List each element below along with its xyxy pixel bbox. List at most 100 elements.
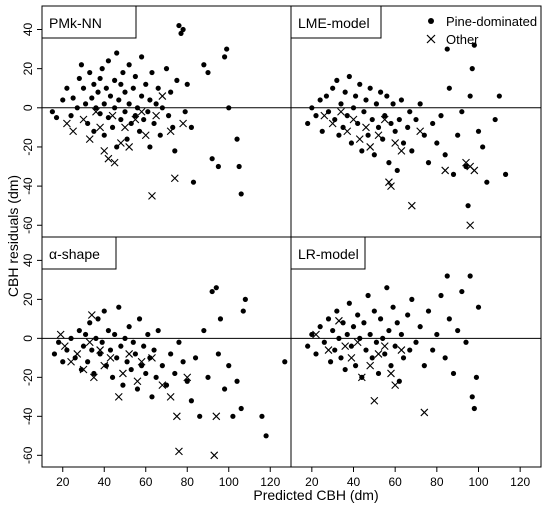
panel-title-box (41, 236, 117, 270)
pine-point (384, 285, 390, 291)
other-point (347, 353, 356, 362)
pine-point (455, 132, 461, 138)
pine-point (145, 109, 151, 115)
other-point (380, 342, 389, 351)
pine-point (163, 66, 170, 72)
other-point (87, 311, 96, 319)
other-point (441, 166, 450, 175)
pine-point (357, 81, 363, 87)
other-point (416, 127, 425, 136)
pine-point (332, 347, 338, 353)
other-point (79, 365, 88, 374)
pine-point (336, 132, 342, 138)
pine-point (496, 93, 502, 99)
x-tick-label: 20 (305, 475, 319, 489)
pine-point (85, 359, 91, 365)
pine-point (375, 370, 382, 377)
other-point (355, 135, 364, 144)
pine-point (126, 101, 132, 107)
pine-point (93, 105, 99, 111)
pine-point (313, 351, 319, 357)
other-point (158, 92, 167, 100)
other-point (385, 178, 393, 187)
other-point (148, 192, 156, 200)
pine-point (344, 331, 350, 338)
pine-point (139, 363, 145, 369)
pine-point (205, 374, 211, 380)
pine-point (159, 363, 165, 369)
pine-point (444, 273, 450, 279)
pine-point (359, 148, 365, 154)
other-point (353, 338, 362, 347)
pine-point (178, 30, 184, 37)
pine-point (409, 148, 415, 154)
pine-point (463, 163, 469, 170)
pine-point (338, 355, 344, 361)
pine-point (263, 433, 269, 439)
pine-point (334, 77, 340, 83)
pine-point (118, 343, 124, 349)
pine-point (139, 54, 145, 60)
pine-point (182, 109, 188, 115)
other-point (420, 408, 429, 417)
other-point (391, 381, 400, 390)
panel-title-box (41, 5, 137, 39)
x-axis-label: Predicted CBH (dm) (253, 487, 378, 503)
pine-point (128, 366, 134, 373)
pine-point (143, 81, 149, 87)
pine-point (174, 77, 180, 83)
pine-point (425, 308, 432, 314)
pine-point (394, 320, 400, 326)
pine-point (259, 413, 265, 419)
y-axis-label: CBH residuals (dm) (5, 175, 21, 297)
pine-point (120, 69, 126, 76)
pine-point (226, 105, 232, 111)
pine-point (450, 370, 457, 377)
panel-title-box (290, 236, 366, 270)
pine-point (130, 339, 136, 345)
pine-point (201, 62, 207, 68)
other-point (67, 357, 75, 366)
pine-point (107, 347, 114, 353)
pine-point (153, 101, 159, 107)
pine-point (375, 124, 382, 130)
pine-point (49, 109, 55, 115)
pine-point (141, 343, 147, 349)
pine-point (101, 132, 107, 138)
pine-point (89, 95, 95, 101)
pine-point (330, 327, 336, 334)
pine-point (405, 312, 411, 318)
pine-point (327, 359, 334, 365)
pine-point (342, 89, 348, 95)
pine-point (205, 69, 211, 76)
other-point (85, 135, 94, 144)
pine-point (321, 339, 327, 345)
pine-point (76, 75, 82, 82)
pine-point (357, 335, 363, 341)
pine-point (323, 93, 330, 99)
panel-title: PMk-NN (49, 15, 102, 31)
pine-point (467, 273, 473, 279)
x-tick-label: 20 (56, 475, 70, 489)
other-point (89, 373, 98, 382)
x-tick-label: 120 (260, 475, 280, 489)
panels: PMk-NN LME-model α-shape LR-model (41, 5, 542, 468)
pine-point (390, 304, 396, 310)
other-point (374, 131, 383, 140)
panel-3: LR-model (290, 236, 542, 468)
pine-point (234, 378, 240, 384)
pine-point (407, 109, 413, 115)
pine-point (122, 109, 128, 115)
pine-point (455, 327, 461, 334)
pine-point (352, 93, 359, 99)
pine-point (91, 81, 97, 87)
pine-point (305, 343, 311, 349)
pine-point (68, 113, 74, 119)
pine-point (114, 50, 120, 56)
pine-point (459, 109, 465, 115)
pine-point (107, 93, 114, 99)
pine-point (469, 394, 475, 400)
pine-point (352, 363, 359, 369)
panel-0: PMk-NN (41, 5, 292, 238)
other-point (110, 158, 119, 167)
